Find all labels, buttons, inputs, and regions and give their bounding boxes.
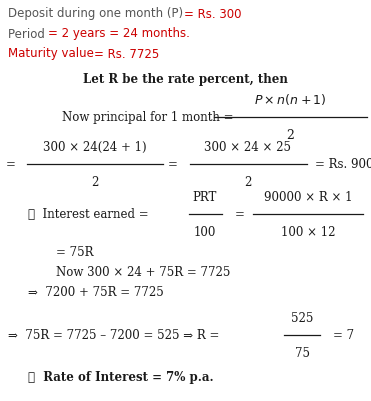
Text: 90000 × R × 1: 90000 × R × 1 [264, 190, 352, 203]
Text: Period: Period [8, 27, 49, 41]
Text: Let R be the rate percent, then: Let R be the rate percent, then [83, 73, 288, 86]
Text: = 2 years = 24 months.: = 2 years = 24 months. [48, 27, 190, 41]
Text: =: = [6, 158, 16, 171]
Text: 75: 75 [295, 346, 309, 359]
Text: 300 × 24(24 + 1): 300 × 24(24 + 1) [43, 141, 147, 154]
Text: 525: 525 [291, 311, 313, 324]
Text: Maturity value: Maturity value [8, 47, 98, 60]
Text: $P \times n(n+1)$: $P \times n(n+1)$ [254, 92, 326, 107]
Text: ∴  Interest earned =: ∴ Interest earned = [28, 208, 149, 221]
Text: ⇒  7200 + 75R = 7725: ⇒ 7200 + 75R = 7725 [28, 286, 164, 299]
Text: = 75R: = 75R [56, 246, 93, 259]
Text: = Rs. 300: = Rs. 300 [184, 8, 242, 20]
Text: = Rs. 90000: = Rs. 90000 [315, 158, 371, 171]
Text: =: = [168, 158, 178, 171]
Text: = 7: = 7 [333, 329, 354, 342]
Text: ∴  Rate of Interest = 7% p.a.: ∴ Rate of Interest = 7% p.a. [28, 371, 214, 383]
Text: 100 × 12: 100 × 12 [281, 225, 335, 239]
Text: 300 × 24 × 25: 300 × 24 × 25 [204, 141, 292, 154]
Text: Now principal for 1 month =: Now principal for 1 month = [62, 111, 233, 124]
Text: 100: 100 [194, 225, 216, 239]
Text: =: = [235, 208, 245, 221]
Text: Now 300 × 24 + 75R = 7725: Now 300 × 24 + 75R = 7725 [56, 266, 230, 279]
Text: 2: 2 [286, 129, 294, 142]
Text: Deposit during one month (P): Deposit during one month (P) [8, 8, 187, 20]
Text: PRT: PRT [193, 190, 217, 203]
Text: 2: 2 [91, 176, 99, 188]
Text: ⇒  75R = 7725 – 7200 = 525 ⇒ R =: ⇒ 75R = 7725 – 7200 = 525 ⇒ R = [8, 329, 219, 342]
Text: = Rs. 7725: = Rs. 7725 [94, 47, 159, 60]
Text: 2: 2 [244, 176, 252, 188]
